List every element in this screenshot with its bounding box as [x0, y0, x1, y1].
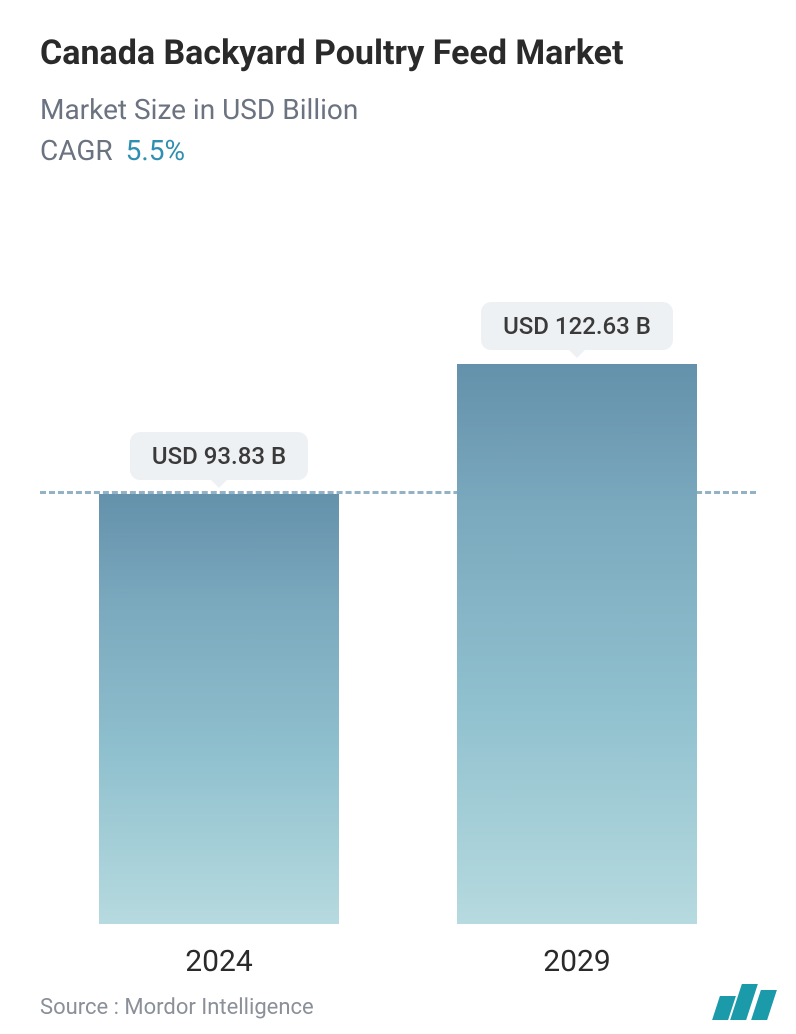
- chart-subtitle: Market Size in USD Billion: [40, 93, 756, 126]
- value-pill: USD 122.63 B: [481, 302, 673, 350]
- x-axis-labels: 2024 2029: [40, 944, 756, 979]
- cagr-label: CAGR: [40, 134, 113, 167]
- chart-title: Canada Backyard Poultry Feed Market: [40, 32, 640, 75]
- brand-logo-icon: [716, 984, 772, 1020]
- value-pill: USD 93.83 B: [130, 432, 308, 480]
- cagr-value: 5.5%: [126, 134, 185, 167]
- source-text: Source : Mordor Intelligence: [40, 995, 314, 1020]
- chart-container: Canada Backyard Poultry Feed Market Mark…: [0, 0, 796, 1034]
- bar-wrapper-0: USD 93.83 B: [79, 260, 359, 924]
- chart-area: USD 93.83 B USD 122.63 B: [40, 260, 756, 924]
- bar: [99, 494, 339, 924]
- x-label: 2024: [79, 944, 359, 979]
- x-label: 2029: [437, 944, 717, 979]
- bar-wrapper-1: USD 122.63 B: [437, 260, 717, 924]
- chart-footer: Source : Mordor Intelligence: [40, 984, 772, 1020]
- cagr-row: CAGR 5.5%: [40, 134, 756, 167]
- bar: [457, 364, 697, 924]
